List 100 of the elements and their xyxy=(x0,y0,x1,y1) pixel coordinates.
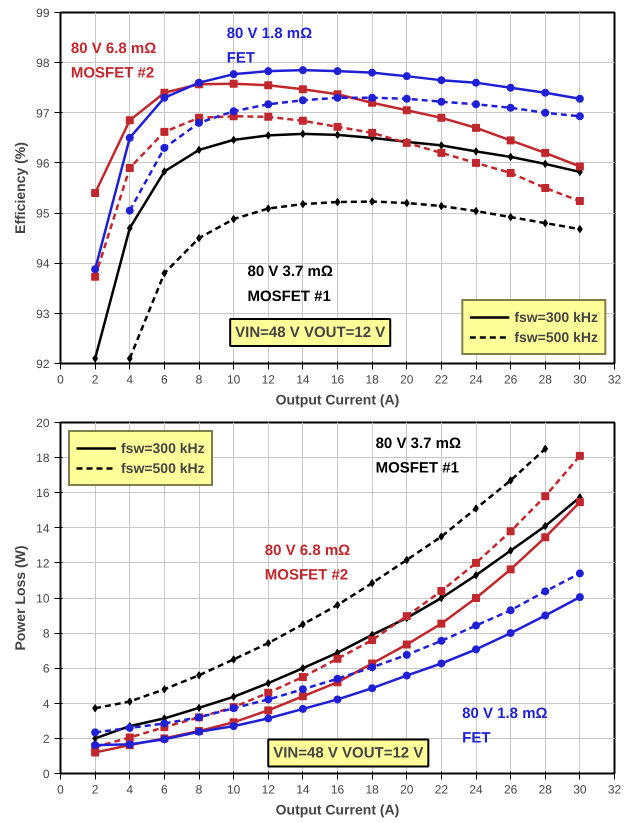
point xyxy=(438,532,444,541)
y-tick-label: 8 xyxy=(42,626,50,641)
x-tick-label: 4 xyxy=(126,372,134,386)
point xyxy=(542,160,548,168)
point xyxy=(541,612,550,620)
annotation: 80 V 3.7 mΩ MOSFET #1 xyxy=(376,434,462,476)
point xyxy=(162,269,168,278)
point xyxy=(264,706,272,714)
point xyxy=(230,722,238,730)
x-tick-label: 12 xyxy=(262,372,276,386)
point xyxy=(576,569,584,578)
point xyxy=(126,224,133,232)
x-tick-label: 20 xyxy=(400,782,414,796)
x-tick-label: 18 xyxy=(365,372,380,386)
legend-label: fsw=500 kHz xyxy=(514,329,598,345)
x-tick-label: 4 xyxy=(126,782,134,796)
point xyxy=(541,148,550,157)
point xyxy=(402,640,411,649)
point xyxy=(91,189,100,198)
point xyxy=(126,354,133,362)
x-tick-label: 16 xyxy=(330,372,344,386)
point xyxy=(298,672,307,681)
x-tick-label: 22 xyxy=(434,782,448,796)
point xyxy=(541,587,550,596)
point xyxy=(230,70,238,78)
point xyxy=(437,636,446,645)
point xyxy=(265,639,272,648)
y-tick-label: 14 xyxy=(36,521,50,536)
point xyxy=(473,147,479,156)
point xyxy=(334,94,342,102)
point xyxy=(506,104,515,112)
x-axis-title: Output Current (A) xyxy=(276,802,400,818)
annotation: VIN=48 V VOUT=12 V xyxy=(235,324,386,341)
y-tick-label: 0 xyxy=(42,767,50,781)
point xyxy=(126,134,134,142)
point xyxy=(334,122,342,131)
point xyxy=(126,734,134,742)
point xyxy=(300,664,306,672)
point xyxy=(264,714,272,722)
x-tick-label: 14 xyxy=(296,782,310,796)
point xyxy=(506,84,515,92)
point xyxy=(230,107,238,116)
annotation: 80 V 6.8 mΩ MOSFET #2 xyxy=(70,40,156,82)
point xyxy=(437,98,446,106)
point xyxy=(160,128,168,136)
y-tick-label: 99 xyxy=(36,6,50,20)
point xyxy=(472,645,480,654)
point xyxy=(92,704,98,712)
point xyxy=(160,719,168,728)
y-tick-label: 6 xyxy=(42,662,50,676)
point xyxy=(195,118,203,127)
point xyxy=(162,685,168,694)
point xyxy=(264,81,272,90)
point xyxy=(334,695,342,704)
y-tick-label: 2 xyxy=(42,732,50,746)
point xyxy=(404,556,410,564)
point xyxy=(473,571,479,580)
x-tick-label: 28 xyxy=(538,372,552,386)
point xyxy=(126,116,134,124)
point xyxy=(472,124,480,132)
y-tick-label: 92 xyxy=(36,357,50,371)
point xyxy=(196,146,202,154)
point xyxy=(264,100,272,108)
point xyxy=(160,144,168,152)
point xyxy=(265,679,272,688)
point xyxy=(298,116,307,125)
point xyxy=(230,692,236,701)
point xyxy=(230,80,238,88)
point xyxy=(437,148,446,157)
y-tick-label: 98 xyxy=(36,56,50,70)
point xyxy=(334,654,342,663)
point xyxy=(404,199,410,208)
point xyxy=(368,128,376,137)
point xyxy=(402,72,411,80)
y-tick-label: 4 xyxy=(42,696,50,711)
y-tick-label: 97 xyxy=(36,106,50,120)
y-tick-label: 95 xyxy=(36,206,50,221)
point xyxy=(438,202,444,210)
point xyxy=(437,76,446,84)
point xyxy=(472,158,480,167)
x-tick-label: 6 xyxy=(161,782,168,796)
x-tick-label: 24 xyxy=(469,372,483,386)
point xyxy=(437,620,446,628)
point xyxy=(298,692,307,700)
point xyxy=(162,167,168,176)
point xyxy=(298,85,307,94)
point xyxy=(506,606,515,614)
point xyxy=(196,671,202,680)
x-tick-label: 6 xyxy=(161,372,168,386)
x-tick-label: 26 xyxy=(504,782,518,796)
point xyxy=(91,728,100,736)
point xyxy=(126,206,134,215)
point xyxy=(472,100,480,108)
x-tick-label: 0 xyxy=(57,782,64,796)
y-tick-label: 16 xyxy=(36,486,50,500)
point xyxy=(508,546,514,555)
point xyxy=(91,272,100,281)
point xyxy=(298,96,307,104)
x-tick-label: 10 xyxy=(226,782,241,796)
point xyxy=(508,152,514,161)
